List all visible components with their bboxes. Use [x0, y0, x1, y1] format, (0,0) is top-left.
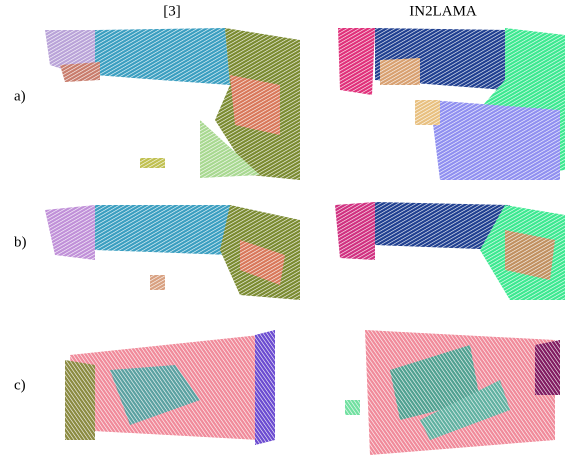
column-header: IN2LAMA	[409, 3, 477, 19]
point-cloud-image	[40, 22, 305, 182]
point-cloud-image	[40, 197, 305, 302]
point-cloud-image	[340, 325, 565, 460]
row-label: c)	[14, 377, 26, 393]
point-cloud-image	[335, 22, 567, 182]
column-header: [3]	[163, 3, 181, 19]
point-cloud-image	[55, 325, 280, 460]
point-cloud-image	[330, 197, 567, 302]
row-label: a)	[14, 88, 26, 104]
row-label: b)	[14, 234, 27, 250]
figure: [3] IN2LAMA a) b) c)	[0, 0, 579, 462]
